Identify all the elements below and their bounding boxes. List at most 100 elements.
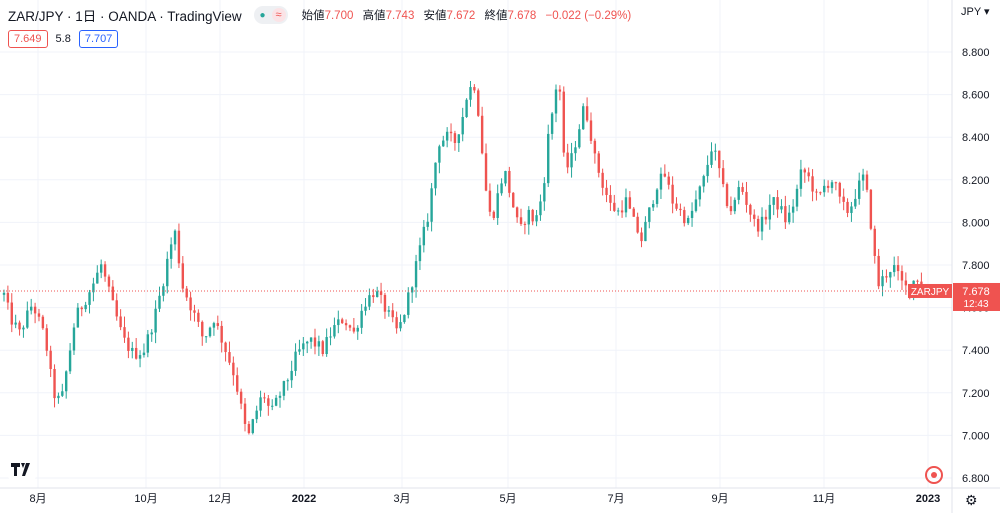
candle-body <box>329 336 332 338</box>
y-tick-label: 8.600 <box>962 90 990 102</box>
candle-body <box>784 206 787 223</box>
candle-body <box>570 153 573 168</box>
candle-body <box>22 327 25 330</box>
candle-body <box>96 272 99 284</box>
candle-body <box>651 203 655 208</box>
candle-body <box>869 189 873 229</box>
candle-body <box>644 221 647 242</box>
candle-body <box>368 295 371 307</box>
y-tick-label: 7.800 <box>962 260 990 272</box>
candle-body <box>690 210 694 218</box>
y-tick-label: 8.400 <box>962 132 990 144</box>
candle-body <box>434 162 437 189</box>
candle-body <box>873 228 876 256</box>
candle-body <box>216 323 220 326</box>
candle-body <box>589 120 593 141</box>
low-value: 7.672 <box>446 10 476 22</box>
close-label: 終値 <box>484 10 508 22</box>
currency-selector[interactable]: JPY ▾ <box>961 6 990 18</box>
x-tick-label: 10月 <box>134 493 157 505</box>
candle-body <box>403 314 406 323</box>
sell-button[interactable]: 7.649 <box>8 30 48 48</box>
candle-body <box>714 150 717 152</box>
candle-body <box>84 304 87 310</box>
candle-body <box>527 209 530 225</box>
candle-body <box>877 255 880 287</box>
y-tick-label: 8.200 <box>962 175 990 187</box>
candle-body <box>92 283 95 293</box>
high-value: 7.743 <box>385 10 415 22</box>
candle-body <box>702 176 705 187</box>
y-tick-label: 8.000 <box>962 217 990 229</box>
candle-body <box>473 87 476 91</box>
candle-body <box>286 380 289 382</box>
candle-body <box>609 195 612 203</box>
candle-body <box>53 369 56 399</box>
candle-body <box>154 308 157 333</box>
candle-body <box>337 319 340 326</box>
candle-body <box>119 316 122 328</box>
candle-body <box>648 207 651 222</box>
candle-body <box>694 199 698 211</box>
candle-body <box>407 292 410 315</box>
close-value: 7.678 <box>507 10 537 22</box>
candle-body <box>671 184 674 204</box>
candle-body <box>169 244 173 259</box>
candle-body <box>760 216 764 232</box>
candle-body <box>243 403 247 424</box>
candle-body <box>698 186 702 200</box>
candle-body <box>655 189 659 204</box>
candle-body <box>896 265 900 272</box>
symbol-title[interactable]: ZAR/JPY · 1日 · OANDA · TradingView <box>8 9 242 24</box>
candle-body <box>811 176 814 192</box>
record-icon[interactable] <box>925 466 943 484</box>
price-tag-bg <box>953 282 1000 311</box>
y-tick-label: 7.000 <box>962 430 990 442</box>
candle-body <box>49 350 52 370</box>
candle-body <box>375 291 379 298</box>
candle-body <box>88 292 91 305</box>
candle-body <box>333 325 336 337</box>
candle-body <box>900 271 904 281</box>
tradingview-logo-icon[interactable] <box>8 458 36 480</box>
symbol-tag-bg <box>908 283 952 298</box>
candle-body <box>753 214 756 219</box>
candle-body <box>399 322 402 329</box>
x-tick-label: 11月 <box>813 493 835 505</box>
candle-body <box>721 168 725 185</box>
candle-body <box>566 152 569 168</box>
candle-body <box>142 352 146 356</box>
candle-body <box>776 197 779 210</box>
candle-body <box>212 323 216 328</box>
candle-body <box>850 206 853 213</box>
candle-body <box>115 300 118 317</box>
x-tick-label: 2022 <box>292 493 316 505</box>
candle-body <box>45 328 48 351</box>
candle-body <box>718 150 721 169</box>
candle-body <box>204 336 208 338</box>
buy-button[interactable]: 7.707 <box>78 30 119 48</box>
candle-body <box>302 343 305 350</box>
candle-body <box>597 153 600 173</box>
candle-body <box>391 310 394 318</box>
candle-body <box>325 336 328 355</box>
candle-body <box>6 292 10 303</box>
candle-body <box>842 196 845 202</box>
candle-body <box>865 174 869 190</box>
status-pill[interactable]: ● ≈ <box>253 6 288 24</box>
candle-body <box>663 173 667 177</box>
candle-body <box>772 197 775 205</box>
candle-body <box>582 106 585 130</box>
candle-body <box>267 398 270 406</box>
candle-body <box>477 90 480 116</box>
candle-body <box>228 352 231 363</box>
candle-body <box>826 185 830 188</box>
candle-body <box>496 193 499 218</box>
gear-icon[interactable]: ⚙ <box>965 492 978 508</box>
candle-body <box>632 208 635 217</box>
y-tick-label: 7.400 <box>962 345 990 357</box>
x-tick-label: 5月 <box>499 493 516 505</box>
candle-body <box>111 286 115 301</box>
